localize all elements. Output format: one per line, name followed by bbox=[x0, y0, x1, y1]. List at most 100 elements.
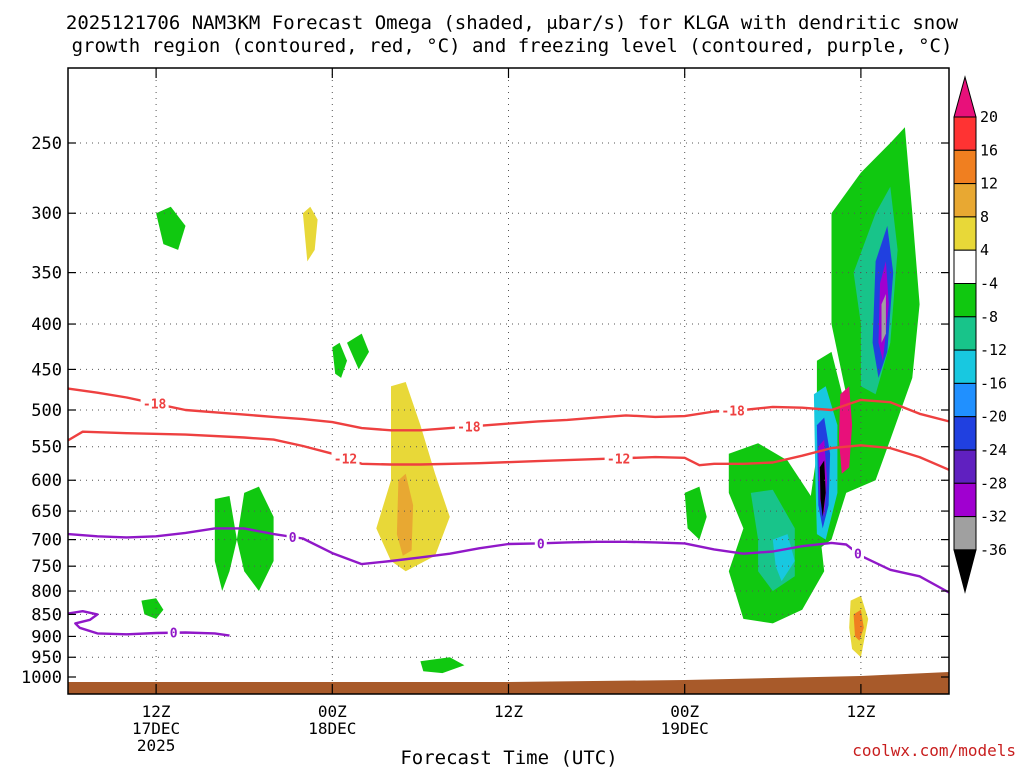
omega-cell-2 bbox=[302, 206, 318, 262]
omega-cell-8 bbox=[626, 244, 656, 294]
y-tick-label-1000: 1000 bbox=[21, 668, 62, 688]
x-tick-label-0-2: 17DEC bbox=[132, 719, 180, 738]
y-axis: 2503003504004505005506006507007508008509… bbox=[21, 134, 949, 688]
colorbar-label-13: -36 bbox=[980, 541, 1007, 559]
contour-label-bg-dgz-minus-12-0 bbox=[331, 450, 360, 466]
credit-link[interactable]: coolwx.com/models bbox=[852, 741, 1016, 760]
omega-cell-34 bbox=[141, 598, 164, 619]
y-tick-label-900: 900 bbox=[31, 627, 62, 647]
omega-cell-13 bbox=[156, 206, 186, 250]
contour-dgz-minus-12 bbox=[67, 430, 950, 471]
colorbar-band-3 bbox=[953, 216, 977, 251]
omega-cell-0 bbox=[97, 210, 186, 410]
y-tick-label-650: 650 bbox=[31, 502, 62, 522]
x-tick-label-1-2: 18DEC bbox=[308, 719, 356, 738]
contour-label-bg-dgz-minus-12-1 bbox=[604, 450, 633, 466]
colorbar-label-8: -16 bbox=[980, 374, 1007, 392]
contours: -18 -18 -18 -12 -12 0 0 0 0 bbox=[67, 387, 950, 642]
contour-label-dgz-minus-18-0: -18 bbox=[143, 397, 167, 412]
y-tick-label-450: 450 bbox=[31, 360, 62, 380]
contour-label-bg-frz-0-lower-0 bbox=[167, 624, 180, 640]
contour-label-bg-frz-0-upper-2 bbox=[851, 545, 864, 561]
contour-label-bg-dgz-minus-18-2 bbox=[719, 402, 748, 418]
grid bbox=[68, 68, 949, 694]
y-tick-label-950: 950 bbox=[31, 648, 62, 668]
omega-cell-36 bbox=[420, 657, 465, 674]
colorbar-label-7: -12 bbox=[980, 341, 1007, 359]
omega-cell-12 bbox=[919, 480, 949, 591]
omega-cell-15 bbox=[347, 333, 369, 370]
x-axis-label: Forecast Time (UTC) bbox=[400, 747, 617, 768]
contour-frz-0-upper bbox=[67, 527, 950, 594]
colorbar-label-6: -8 bbox=[980, 308, 998, 326]
y-tick-label-800: 800 bbox=[31, 582, 62, 602]
contour-label-dgz-minus-12-0: -12 bbox=[334, 452, 357, 467]
omega-cell-10 bbox=[699, 453, 729, 517]
y-tick-label-400: 400 bbox=[31, 315, 62, 335]
omega-cell-9 bbox=[684, 206, 707, 273]
colorbar-label-3: 8 bbox=[980, 208, 989, 226]
contour-label-frz-0-upper-2: 0 bbox=[854, 548, 862, 563]
colorbar-label-1: 16 bbox=[980, 141, 998, 159]
colorbar-band-5 bbox=[953, 283, 977, 318]
contour-frz-0-lower bbox=[67, 610, 230, 637]
colorbar-over-triangle bbox=[953, 75, 977, 118]
contour-label-dgz-minus-18-1: -18 bbox=[457, 421, 481, 436]
contour-label-frz-0-lower-0: 0 bbox=[170, 627, 178, 642]
colorbar-label-11: -28 bbox=[980, 474, 1007, 492]
colorbar-under-triangle bbox=[953, 549, 977, 594]
x-tick-label-3-2: 19DEC bbox=[661, 719, 709, 738]
x-tick-label-3-1: 00Z bbox=[670, 702, 699, 721]
colorbar-band-10 bbox=[953, 449, 977, 484]
omega-shading bbox=[97, 127, 949, 674]
x-tick-label-0-3: 2025 bbox=[137, 736, 176, 755]
x-tick-label-1-1: 00Z bbox=[318, 702, 347, 721]
colorbar-band-1 bbox=[953, 149, 977, 185]
colorbar: 20 16 12 8 4 -4 -8 -12 -16 -20 -24 -28 -32 -36 bbox=[953, 75, 1007, 594]
terrain-fill bbox=[68, 672, 949, 694]
colorbar-label-0: 20 bbox=[980, 108, 998, 126]
x-tick-label-0-1: 12Z bbox=[142, 702, 171, 721]
colorbar-band-12 bbox=[953, 516, 977, 551]
omega-cell-6 bbox=[471, 467, 509, 551]
y-tick-label-600: 600 bbox=[31, 471, 62, 491]
omega-cell-35 bbox=[332, 342, 347, 378]
omega-cell-17 bbox=[684, 486, 707, 540]
colorbar-band-7 bbox=[953, 349, 977, 384]
contour-label-frz-0-upper-0: 0 bbox=[289, 531, 297, 546]
omega-cell-5 bbox=[396, 473, 414, 556]
omega-cell-19 bbox=[772, 534, 795, 582]
y-tick-label-850: 850 bbox=[31, 605, 62, 625]
y-tick-label-250: 250 bbox=[31, 134, 62, 154]
colorbar-band-9 bbox=[953, 416, 977, 451]
colorbar-band-2 bbox=[953, 183, 977, 218]
contour-label-bg-dgz-minus-18-0 bbox=[140, 395, 169, 411]
omega-cell-29 bbox=[819, 460, 826, 517]
chart-title-line1: 2025121706 NAM3KM Forecast Omega (shaded… bbox=[66, 12, 959, 34]
terrain bbox=[68, 672, 949, 694]
y-tick-label-300: 300 bbox=[31, 204, 62, 224]
omega-cell-7 bbox=[508, 213, 538, 286]
colorbar-band-4 bbox=[953, 249, 977, 284]
colorbar-label-4: 4 bbox=[980, 241, 989, 259]
colorbar-label-12: -32 bbox=[980, 508, 1007, 526]
chart-title-line2: growth region (contoured, red, °C) and f… bbox=[72, 35, 953, 57]
y-tick-label-700: 700 bbox=[31, 531, 62, 551]
contour-label-dgz-minus-18-2: -18 bbox=[721, 405, 745, 420]
contour-dgz-minus-18 bbox=[67, 387, 950, 432]
omega-cell-14 bbox=[236, 486, 274, 591]
colorbar-label-9: -20 bbox=[980, 408, 1007, 426]
y-tick-label-500: 500 bbox=[31, 401, 62, 421]
contour-label-frz-0-upper-1: 0 bbox=[537, 537, 545, 552]
x-tick-label-2-1: 12Z bbox=[494, 702, 523, 721]
colorbar-band-0 bbox=[953, 116, 977, 151]
colorbar-label-2: 12 bbox=[980, 175, 998, 193]
omega-cell-1 bbox=[273, 161, 333, 343]
contour-label-bg-dgz-minus-18-1 bbox=[454, 418, 483, 434]
contour-label-bg-frz-0-upper-0 bbox=[286, 528, 299, 544]
colorbar-label-5: -4 bbox=[980, 275, 998, 293]
colorbar-band-6 bbox=[953, 316, 977, 351]
omega-cell-30 bbox=[838, 386, 853, 474]
